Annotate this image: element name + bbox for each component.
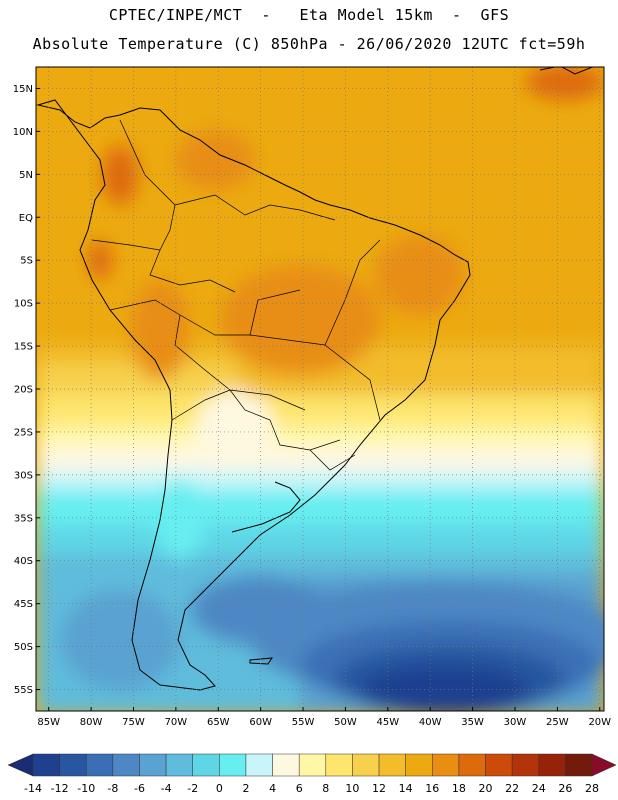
lat-tick-label: 35S: [14, 513, 33, 524]
lat-tick-label: 10N: [13, 127, 33, 138]
colorbar-swatch: [245, 753, 273, 777]
lat-tick-label: 15S: [14, 342, 33, 353]
colorbar-label: 12: [372, 782, 386, 795]
country-borders: [91, 119, 381, 471]
latitude-axis: 15N 10N 5N EQ 5S 10S 15S 20S 25S 30S 35S 40S 45S 50S 5…: [13, 84, 40, 696]
colorbar-swatch: [112, 753, 140, 777]
colorbar-label: -14: [24, 782, 42, 795]
lon-tick-label: 55W: [292, 717, 315, 728]
lat-tick-label: 5N: [19, 170, 33, 181]
colorbar-label: 6: [296, 782, 303, 795]
colorbar-label: 28: [585, 782, 599, 795]
lat-tick-label: 20S: [14, 385, 33, 396]
lon-tick-label: 85W: [37, 717, 60, 728]
colorbar-swatch: [272, 753, 300, 777]
colorbar-swatch: [32, 753, 60, 777]
colorbar-label: 0: [216, 782, 223, 795]
colorbar-swatch: [59, 753, 87, 777]
colorbar-swatch: [192, 753, 220, 777]
lat-tick-label: 25S: [14, 427, 33, 438]
lon-tick-label: 30W: [504, 717, 527, 728]
lat-tick-label: 5S: [20, 256, 33, 267]
colorbar-swatch: [485, 753, 513, 777]
colorbar-label: 24: [532, 782, 546, 795]
lat-tick-label: EQ: [19, 213, 33, 224]
colorbar-swatch: [165, 753, 193, 777]
colorbar-swatch: [139, 753, 167, 777]
colorbar-label: 16: [425, 782, 439, 795]
coastline: [36, 67, 594, 691]
lon-tick-label: 35W: [461, 717, 484, 728]
colorbar-under-arrow: [7, 753, 34, 777]
map-gridlines: [36, 67, 604, 711]
lon-tick-label: 80W: [80, 717, 103, 728]
lon-tick-label: 45W: [377, 717, 400, 728]
map-title-line1: CPTEC/INPE/MCT - Eta Model 15km - GFS: [108, 6, 510, 24]
lon-tick-label: 75W: [122, 717, 145, 728]
colorbar-label: 20: [479, 782, 493, 795]
colorbar-label: -6: [134, 782, 145, 795]
colorbar-label: -8: [107, 782, 118, 795]
colorbar-label: 22: [505, 782, 519, 795]
map-title-line2: Absolute Temperature (C) 850hPa - 26/06/…: [32, 35, 586, 53]
lon-tick-label: 25W: [546, 717, 569, 728]
lat-tick-label: 45S: [14, 599, 33, 610]
colorbar-swatch: [85, 753, 114, 777]
colorbar-label: 18: [452, 782, 466, 795]
lon-tick-label: 50W: [334, 717, 357, 728]
temperature-field: [36, 67, 604, 711]
colorbar: -14 -12 -10 -8 -6 -4 -2 0 2 4 6 8 10 12 14 16 18 20 22 24 26…: [7, 753, 617, 795]
colorbar-swatch: [405, 753, 433, 777]
colorbar-swatch: [219, 753, 247, 777]
lat-tick-label: 15N: [13, 84, 33, 95]
colorbar-swatch: [325, 753, 353, 777]
colorbar-label: 4: [269, 782, 276, 795]
colorbar-label: 8: [322, 782, 329, 795]
lat-tick-label: 40S: [14, 556, 33, 567]
lat-tick-label: 30S: [14, 470, 33, 481]
colorbar-swatch: [352, 753, 380, 777]
lon-tick-label: 40W: [419, 717, 442, 728]
colorbar-label: 14: [399, 782, 413, 795]
colorbar-swatch: [298, 753, 327, 777]
colorbar-label: -10: [77, 782, 95, 795]
lat-tick-label: 10S: [14, 299, 33, 310]
colorbar-swatch: [538, 753, 566, 777]
lon-tick-label: 65W: [207, 717, 230, 728]
longitude-axis: 85W 80W 75W 70W 65W 60W 55W 50W 45W 40W 35W 30W 25W 2…: [37, 707, 611, 728]
colorbar-swatch: [511, 753, 540, 777]
colorbar-label: -12: [51, 782, 69, 795]
lat-tick-label: 50S: [14, 642, 33, 653]
colorbar-label: 10: [345, 782, 359, 795]
lat-tick-label: 55S: [14, 685, 33, 696]
colorbar-swatch: [432, 753, 460, 777]
colorbar-label: 26: [558, 782, 572, 795]
colorbar-label: -4: [161, 782, 172, 795]
colorbar-swatch: [378, 753, 406, 777]
colorbar-over-arrow: [591, 753, 617, 777]
colorbar-label: -2: [187, 782, 198, 795]
lon-tick-label: 20W: [588, 717, 611, 728]
lon-tick-label: 60W: [249, 717, 272, 728]
lon-tick-label: 70W: [165, 717, 188, 728]
colorbar-swatch: [565, 753, 593, 777]
colorbar-label: 2: [242, 782, 249, 795]
colorbar-swatch: [458, 753, 486, 777]
